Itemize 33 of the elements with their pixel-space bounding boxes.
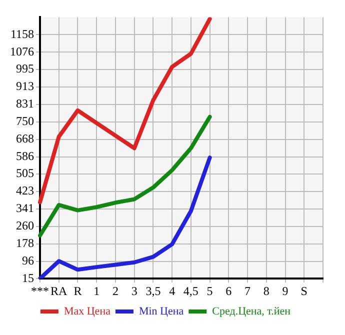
y-tick-label: 1076 [10, 44, 34, 58]
legend-label: Max Цена [64, 305, 111, 318]
x-tick-label: 2 [112, 284, 118, 298]
y-tick-label: 15 [22, 270, 34, 285]
y-tick-label: 96 [22, 253, 34, 268]
y-tick-label: 750 [16, 114, 34, 128]
y-tick-label: 260 [16, 218, 34, 232]
y-tick-label: 995 [16, 62, 34, 76]
y-tick-label: 423 [16, 184, 34, 198]
y-tick-label: 668 [16, 131, 34, 146]
y-tick-label: 178 [16, 236, 34, 250]
x-tick-label: 9 [282, 284, 288, 298]
x-tick-label: 5 [206, 284, 213, 298]
y-tick-label: 1158 [10, 26, 34, 41]
x-tick-label: 8 [263, 284, 270, 298]
legend-label: Min Цена [138, 305, 184, 318]
x-tick-label: *** [31, 284, 49, 298]
x-tick-label: RA [50, 284, 68, 298]
x-tick-label: 6 [226, 284, 232, 298]
y-tick-label: 913 [16, 79, 34, 94]
y-tick-label: 586 [16, 148, 34, 163]
x-tick-label: 1 [94, 284, 100, 298]
x-tick-label: S [300, 284, 308, 298]
x-tick-label: R [74, 284, 82, 298]
x-tick-label: 7 [244, 284, 251, 298]
x-tick-label: 4,5 [183, 284, 198, 298]
x-tick-label: 4 [169, 284, 176, 298]
x-tick-label: 3,5 [146, 284, 161, 298]
y-tick-label: 341 [16, 201, 34, 216]
legend-label: Сред.Цена, т.йен [212, 305, 291, 318]
y-tick-label: 831 [16, 96, 34, 111]
y-tick-label: 505 [16, 166, 34, 180]
x-tick-label: 3 [131, 284, 138, 298]
